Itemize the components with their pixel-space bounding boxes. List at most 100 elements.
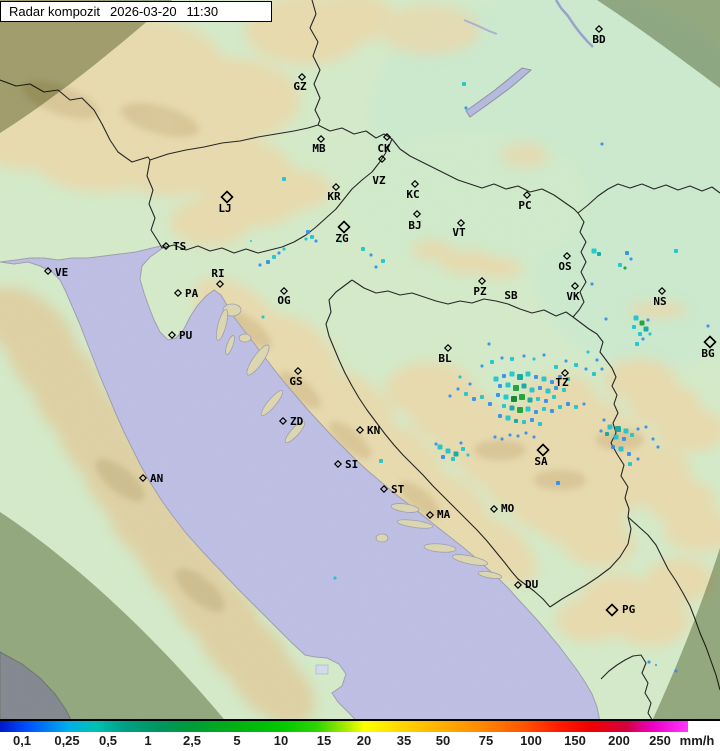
radar-map-canvas: GZ BD MB CK VZ KR KC LJ BJ ZG TS PC VT OS VE RI PA OG PZ SB… (0, 0, 720, 719)
city-label-LJ: LJ (218, 202, 231, 215)
city-BL: BL (438, 343, 453, 365)
city-label-GS: GS (289, 375, 302, 388)
echo-cell (623, 428, 629, 434)
city-BG: BG (701, 335, 717, 360)
echo-cell (536, 397, 540, 401)
city-SB: SB (504, 289, 518, 302)
echo-cell (564, 359, 568, 363)
city-label-PG: PG (622, 603, 636, 616)
echo-cell (456, 387, 460, 391)
city-diamond-GZ (297, 72, 307, 82)
echo-cell (590, 282, 594, 286)
echo-cell (602, 418, 606, 422)
legend-value-3: 1 (144, 733, 152, 748)
city-diamond-GS (293, 366, 303, 376)
city-diamond-TZ (560, 368, 570, 378)
echo-cell (574, 405, 578, 409)
city-OG: OG (277, 286, 291, 307)
echo-cell (500, 437, 504, 441)
echo-cell (591, 248, 597, 254)
echo-cell (599, 429, 603, 433)
city-OS: OS (558, 251, 572, 273)
city-diamond-SI (333, 459, 343, 469)
city-diamond-SA (536, 443, 550, 457)
echo-cell (434, 442, 438, 446)
intensity-legend: 0,1 0,25 0,5 1 2,5 5 10 15 20 35 50 75 100 150 200 250 m… (0, 719, 720, 751)
city-label-TS: TS (173, 240, 186, 253)
echo-cell (445, 448, 451, 454)
legend-unit: mm/h (679, 733, 715, 748)
echo-cell (582, 402, 586, 406)
echo-cell (493, 376, 499, 382)
city-PU: PU (167, 329, 193, 342)
city-label-SB: SB (504, 289, 518, 302)
city-label-OS: OS (558, 260, 571, 273)
city-diamond-KR (331, 182, 341, 192)
echo-cell (493, 435, 497, 439)
echo-cell (514, 419, 518, 423)
legend-value-9: 35 (396, 733, 412, 748)
echo-cell (261, 315, 265, 319)
echo-cell (562, 388, 566, 392)
legend-scale-labels: 0,1 0,25 0,5 1 2,5 5 10 15 20 35 50 75 100 150 200 250 m… (0, 733, 720, 751)
city-label-KC: KC (406, 188, 419, 201)
city-BJ: BJ (408, 209, 422, 232)
city-label-VE: VE (55, 266, 68, 279)
echo-cell (625, 251, 629, 255)
radar-coverage-wash (0, 0, 720, 719)
legend-value-12: 100 (520, 733, 542, 748)
city-label-MO: MO (501, 502, 515, 515)
echo-cell (453, 451, 459, 457)
echo-cell (505, 415, 511, 421)
city-label-BG: BG (701, 347, 715, 360)
observation-time: 11:30 (186, 4, 219, 19)
echo-cell (558, 405, 562, 409)
city-label-VK: VK (566, 290, 580, 303)
echo-cell (574, 363, 578, 367)
echo-cell (510, 357, 514, 361)
legend-value-1: 0,25 (54, 733, 80, 748)
echo-cell (605, 432, 609, 436)
echo-cell (448, 394, 452, 398)
echo-cell (529, 387, 535, 393)
city-markers: GZ BD MB CK VZ KR KC LJ BJ ZG TS PC VT OS VE RI PA OG PZ SB… (43, 24, 717, 617)
city-label-BJ: BJ (408, 219, 421, 232)
echo-cell (487, 342, 491, 346)
city-diamond-MA (425, 510, 435, 520)
city-KN: KN (355, 424, 380, 437)
city-GZ: GZ (293, 72, 307, 93)
echo-cell (466, 453, 470, 457)
echo-cell (674, 669, 678, 673)
city-ST: ST (379, 483, 405, 496)
city-label-ZG: ZG (335, 232, 349, 245)
city-DU: DU (513, 578, 539, 591)
city-PZ: PZ (473, 276, 487, 298)
city-label-VT: VT (452, 226, 466, 239)
echo-cell (516, 434, 520, 438)
echo-cell (558, 375, 562, 379)
city-AN: AN (138, 472, 163, 485)
city-diamond-ST (379, 484, 389, 494)
radar-map: GZ BD MB CK VZ KR KC LJ BJ ZG TS PC VT OS VE RI PA OG PZ SB… (0, 0, 720, 719)
echo-cell (638, 332, 642, 336)
echo-cell (472, 397, 476, 401)
echo-cell (498, 384, 502, 388)
echo-cell (511, 396, 517, 402)
echo-cell (250, 240, 252, 242)
city-label-PA: PA (185, 287, 199, 300)
echo-cell (636, 457, 640, 461)
echo-cell (282, 177, 286, 181)
echo-cell (706, 324, 710, 328)
echo-cell (592, 372, 596, 376)
echo-cell (633, 315, 639, 321)
echo-cell (648, 332, 652, 336)
city-diamond-CK (382, 132, 392, 142)
echo-cell (545, 388, 551, 394)
echo-cell (451, 457, 455, 461)
echo-cell (525, 406, 531, 412)
legend-value-7: 15 (316, 733, 332, 748)
echo-cell (310, 235, 314, 239)
echo-cell (595, 358, 599, 362)
city-diamond-PG (605, 603, 619, 617)
city-ZD: ZD (278, 415, 304, 428)
